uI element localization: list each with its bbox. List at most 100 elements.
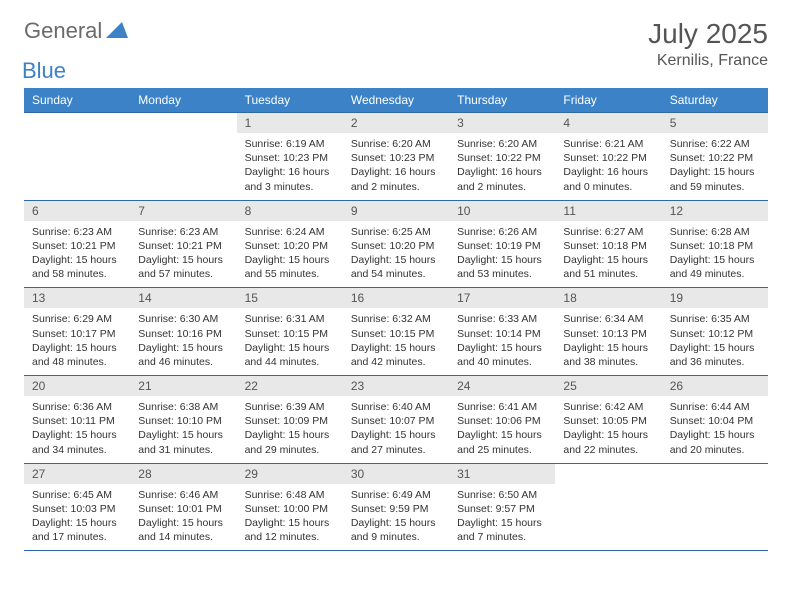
day-header: Friday (555, 88, 661, 113)
daylight-line: Daylight: 15 hours and 20 minutes. (670, 428, 760, 456)
sunset-line: Sunset: 10:18 PM (670, 239, 760, 253)
sunrise-line: Sunrise: 6:26 AM (457, 225, 547, 239)
sunrise-line: Sunrise: 6:27 AM (563, 225, 653, 239)
day-data-cell: Sunrise: 6:48 AMSunset: 10:00 PMDaylight… (237, 484, 343, 551)
sunrise-line: Sunrise: 6:40 AM (351, 400, 441, 414)
daylight-line: Daylight: 15 hours and 7 minutes. (457, 516, 547, 544)
logo-triangle-icon (106, 20, 128, 43)
sunset-line: Sunset: 10:12 PM (670, 327, 760, 341)
sunrise-line: Sunrise: 6:46 AM (138, 488, 228, 502)
daylight-line: Daylight: 15 hours and 51 minutes. (563, 253, 653, 281)
sunset-line: Sunset: 10:23 PM (245, 151, 335, 165)
sunset-line: Sunset: 10:22 PM (457, 151, 547, 165)
day-data-cell: Sunrise: 6:49 AMSunset: 9:59 PMDaylight:… (343, 484, 449, 551)
sunrise-line: Sunrise: 6:49 AM (351, 488, 441, 502)
daylight-line: Daylight: 15 hours and 14 minutes. (138, 516, 228, 544)
daylight-line: Daylight: 15 hours and 34 minutes. (32, 428, 122, 456)
daylight-line: Daylight: 16 hours and 0 minutes. (563, 165, 653, 193)
daylight-line: Daylight: 15 hours and 49 minutes. (670, 253, 760, 281)
day-data-cell: Sunrise: 6:29 AMSunset: 10:17 PMDaylight… (24, 308, 130, 375)
daylight-line: Daylight: 15 hours and 22 minutes. (563, 428, 653, 456)
sunrise-line: Sunrise: 6:28 AM (670, 225, 760, 239)
day-data-cell: Sunrise: 6:26 AMSunset: 10:19 PMDaylight… (449, 221, 555, 288)
daylight-line: Daylight: 15 hours and 36 minutes. (670, 341, 760, 369)
day-data-cell (662, 484, 768, 551)
sunset-line: Sunset: 10:04 PM (670, 414, 760, 428)
day-number-cell: 13 (24, 288, 130, 309)
sunset-line: Sunset: 10:10 PM (138, 414, 228, 428)
sunrise-line: Sunrise: 6:39 AM (245, 400, 335, 414)
day-header: Sunday (24, 88, 130, 113)
daylight-line: Daylight: 15 hours and 59 minutes. (670, 165, 760, 193)
day-number-cell: 11 (555, 200, 661, 221)
sunset-line: Sunset: 10:15 PM (245, 327, 335, 341)
sunrise-line: Sunrise: 6:20 AM (351, 137, 441, 151)
daylight-line: Daylight: 16 hours and 2 minutes. (351, 165, 441, 193)
daylight-line: Daylight: 15 hours and 46 minutes. (138, 341, 228, 369)
day-data-cell: Sunrise: 6:24 AMSunset: 10:20 PMDaylight… (237, 221, 343, 288)
logo-text-general: General (24, 18, 102, 44)
day-data-cell: Sunrise: 6:27 AMSunset: 10:18 PMDaylight… (555, 221, 661, 288)
day-data-cell: Sunrise: 6:50 AMSunset: 9:57 PMDaylight:… (449, 484, 555, 551)
sunset-line: Sunset: 10:16 PM (138, 327, 228, 341)
sunrise-line: Sunrise: 6:32 AM (351, 312, 441, 326)
day-number-cell: 3 (449, 113, 555, 134)
month-title: July 2025 (648, 18, 768, 50)
day-header: Wednesday (343, 88, 449, 113)
day-data-cell (130, 133, 236, 200)
daylight-line: Daylight: 15 hours and 42 minutes. (351, 341, 441, 369)
day-number-cell: 8 (237, 200, 343, 221)
sunrise-line: Sunrise: 6:34 AM (563, 312, 653, 326)
sunrise-line: Sunrise: 6:35 AM (670, 312, 760, 326)
daylight-line: Daylight: 16 hours and 2 minutes. (457, 165, 547, 193)
sunset-line: Sunset: 10:14 PM (457, 327, 547, 341)
sunrise-line: Sunrise: 6:41 AM (457, 400, 547, 414)
daylight-line: Daylight: 15 hours and 57 minutes. (138, 253, 228, 281)
sunrise-line: Sunrise: 6:22 AM (670, 137, 760, 151)
daylight-line: Daylight: 15 hours and 29 minutes. (245, 428, 335, 456)
daylight-line: Daylight: 15 hours and 53 minutes. (457, 253, 547, 281)
day-number-row: 2728293031 (24, 463, 768, 484)
day-number-cell: 15 (237, 288, 343, 309)
day-number-cell: 24 (449, 376, 555, 397)
daylight-line: Daylight: 15 hours and 55 minutes. (245, 253, 335, 281)
day-number-cell: 9 (343, 200, 449, 221)
day-number-cell: 16 (343, 288, 449, 309)
sunset-line: Sunset: 10:13 PM (563, 327, 653, 341)
daylight-line: Daylight: 15 hours and 48 minutes. (32, 341, 122, 369)
sunset-line: Sunset: 9:59 PM (351, 502, 441, 516)
sunrise-line: Sunrise: 6:45 AM (32, 488, 122, 502)
day-number-cell: 19 (662, 288, 768, 309)
daylight-line: Daylight: 15 hours and 38 minutes. (563, 341, 653, 369)
sunrise-line: Sunrise: 6:25 AM (351, 225, 441, 239)
day-number-row: 20212223242526 (24, 376, 768, 397)
sunrise-line: Sunrise: 6:19 AM (245, 137, 335, 151)
day-number-cell: 4 (555, 113, 661, 134)
sunrise-line: Sunrise: 6:30 AM (138, 312, 228, 326)
day-data-row: Sunrise: 6:19 AMSunset: 10:23 PMDaylight… (24, 133, 768, 200)
sunrise-line: Sunrise: 6:38 AM (138, 400, 228, 414)
day-data-cell: Sunrise: 6:23 AMSunset: 10:21 PMDaylight… (130, 221, 236, 288)
sunset-line: Sunset: 10:20 PM (351, 239, 441, 253)
sunrise-line: Sunrise: 6:23 AM (32, 225, 122, 239)
day-data-cell: Sunrise: 6:20 AMSunset: 10:22 PMDaylight… (449, 133, 555, 200)
day-number-row: 12345 (24, 113, 768, 134)
day-data-cell: Sunrise: 6:30 AMSunset: 10:16 PMDaylight… (130, 308, 236, 375)
day-number-cell: 6 (24, 200, 130, 221)
sunset-line: Sunset: 10:07 PM (351, 414, 441, 428)
day-data-cell: Sunrise: 6:41 AMSunset: 10:06 PMDaylight… (449, 396, 555, 463)
day-data-cell: Sunrise: 6:20 AMSunset: 10:23 PMDaylight… (343, 133, 449, 200)
sunrise-line: Sunrise: 6:48 AM (245, 488, 335, 502)
daylight-line: Daylight: 15 hours and 54 minutes. (351, 253, 441, 281)
day-data-cell (24, 133, 130, 200)
sunset-line: Sunset: 10:01 PM (138, 502, 228, 516)
day-data-cell: Sunrise: 6:35 AMSunset: 10:12 PMDaylight… (662, 308, 768, 375)
day-data-cell: Sunrise: 6:32 AMSunset: 10:15 PMDaylight… (343, 308, 449, 375)
sunset-line: Sunset: 10:22 PM (563, 151, 653, 165)
sunset-line: Sunset: 10:05 PM (563, 414, 653, 428)
daylight-line: Daylight: 15 hours and 17 minutes. (32, 516, 122, 544)
daylight-line: Daylight: 15 hours and 12 minutes. (245, 516, 335, 544)
sunset-line: Sunset: 10:23 PM (351, 151, 441, 165)
sunrise-line: Sunrise: 6:24 AM (245, 225, 335, 239)
sunset-line: Sunset: 10:03 PM (32, 502, 122, 516)
